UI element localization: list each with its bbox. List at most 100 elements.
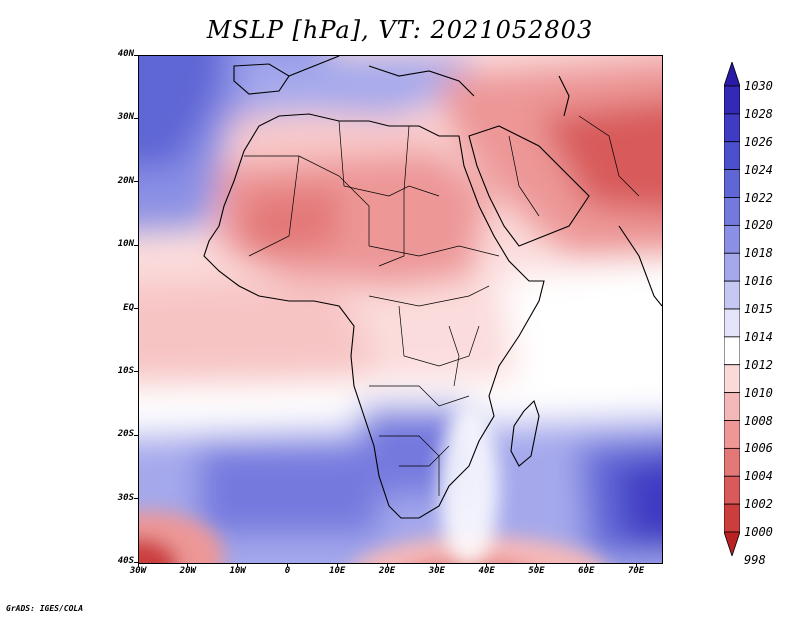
colorbar-cell xyxy=(724,169,740,198)
longitude-label: 10W xyxy=(229,566,246,576)
colorbar-label: 998 xyxy=(744,552,766,567)
colorbar-label: 1006 xyxy=(744,441,773,456)
colorbar-cells xyxy=(724,62,740,556)
longitude-tick xyxy=(137,563,139,567)
latitude-label: 40N xyxy=(117,49,134,59)
africa-coastline xyxy=(203,113,545,519)
chart-title: MSLP [hPa], VT: 2021052803 xyxy=(206,16,594,44)
longitude-label: 10E xyxy=(329,566,346,576)
arabian-peninsula-coastline xyxy=(468,125,590,247)
border xyxy=(368,245,500,257)
grads-credit: GrADS: IGES/COLA xyxy=(6,604,84,613)
colorbar-cell xyxy=(724,85,740,115)
longitude-label: 60E xyxy=(578,566,595,576)
pressure-map-svg xyxy=(139,56,662,563)
latitude-tick xyxy=(134,371,138,373)
longitude-label: 50E xyxy=(528,566,545,576)
latitude-tick xyxy=(134,181,138,183)
colorbar-cell xyxy=(724,420,740,449)
europe-coastline xyxy=(288,56,340,77)
iberia-coastline xyxy=(233,63,290,95)
colorbar-label: 1028 xyxy=(744,106,773,121)
border xyxy=(448,325,460,387)
colorbar-cell xyxy=(724,113,740,143)
longitude-tick xyxy=(336,563,338,567)
latitude-tick xyxy=(134,561,138,563)
longitude-tick xyxy=(436,563,438,567)
longitude-label: 0 xyxy=(284,566,291,576)
border xyxy=(508,135,540,217)
colorbar-label: 1014 xyxy=(744,329,773,344)
border xyxy=(368,285,490,307)
north-africa-band xyxy=(229,116,439,166)
arabian-low-core xyxy=(539,100,662,213)
latitude-label: 30S xyxy=(117,492,134,503)
latitude-tick xyxy=(134,117,138,119)
longitude-tick xyxy=(585,563,587,567)
border xyxy=(399,445,450,467)
border xyxy=(248,155,300,257)
south-indian-high-core xyxy=(619,460,662,546)
southern-ocean-low-west-core xyxy=(139,538,179,563)
latitude-label: 10S xyxy=(117,365,134,376)
latitude-label: 20S xyxy=(117,429,134,440)
southern-ocean-lows xyxy=(139,406,602,563)
colorbar-cell xyxy=(724,531,740,556)
colorbar-label: 1022 xyxy=(744,190,773,205)
longitude-tick xyxy=(237,563,239,567)
colorbar-label: 1015 xyxy=(744,302,773,316)
colorbar-cell xyxy=(724,62,740,87)
colorbar-cell xyxy=(724,197,740,226)
colorbar-cell xyxy=(724,336,740,366)
saharan-low-core xyxy=(239,186,339,256)
country-borders xyxy=(244,115,640,496)
coastlines xyxy=(203,56,662,519)
border xyxy=(398,305,480,367)
latitude-tick xyxy=(134,244,138,246)
colorbar-label: 1030 xyxy=(744,79,773,93)
pressure-map xyxy=(138,55,663,564)
border xyxy=(338,120,440,197)
colorbar-label: 1012 xyxy=(744,357,773,372)
saharan-low xyxy=(219,151,489,286)
latitude-label: 40S xyxy=(117,556,134,566)
colorbar-cell xyxy=(724,280,740,310)
latitude-tick xyxy=(134,434,138,436)
north-atlantic-high-core xyxy=(139,56,224,169)
india-coastline xyxy=(618,225,662,307)
longitude-label: 20W xyxy=(179,566,196,576)
colorbar-cell xyxy=(724,224,740,254)
latitude-label: 10N xyxy=(117,239,134,250)
longitude-tick xyxy=(635,563,637,567)
longitude-label: 20E xyxy=(378,566,396,576)
colorbar-cell xyxy=(724,475,740,505)
border xyxy=(369,385,470,407)
longitude-label: 30W xyxy=(129,566,147,576)
longitude-tick xyxy=(535,563,537,567)
latitude-label: EQ xyxy=(123,302,134,313)
longitude-label: 70E xyxy=(627,566,645,576)
latitude-label: 30N xyxy=(117,112,134,123)
turkey-coastline xyxy=(368,65,475,97)
longitude-label: 40E xyxy=(478,566,495,576)
colorbar-label: 1026 xyxy=(744,134,773,149)
colorbar-cell xyxy=(724,252,740,282)
colorbar-label: 1010 xyxy=(744,385,773,400)
agulhas-neutral-tongue xyxy=(439,406,499,563)
colorbar-label: 1024 xyxy=(744,162,773,177)
border xyxy=(578,115,640,197)
south-atlantic-high xyxy=(199,446,379,536)
longitude-tick xyxy=(386,563,388,567)
latitude-label: 20N xyxy=(117,175,134,186)
colorbar-cell xyxy=(724,364,740,394)
longitude-tick xyxy=(486,563,488,567)
colorbar-label: 1004 xyxy=(744,469,773,484)
indian-ocean-neutral xyxy=(499,259,662,386)
colorbar-label: 1018 xyxy=(744,246,773,261)
gulf-of-guinea xyxy=(139,276,379,394)
longitude-label: 30E xyxy=(428,566,445,576)
colorbar-cell xyxy=(724,503,740,533)
colorbar-label: 1008 xyxy=(744,413,773,428)
colorbar-cell xyxy=(724,141,740,171)
latitude-tick xyxy=(134,54,138,56)
